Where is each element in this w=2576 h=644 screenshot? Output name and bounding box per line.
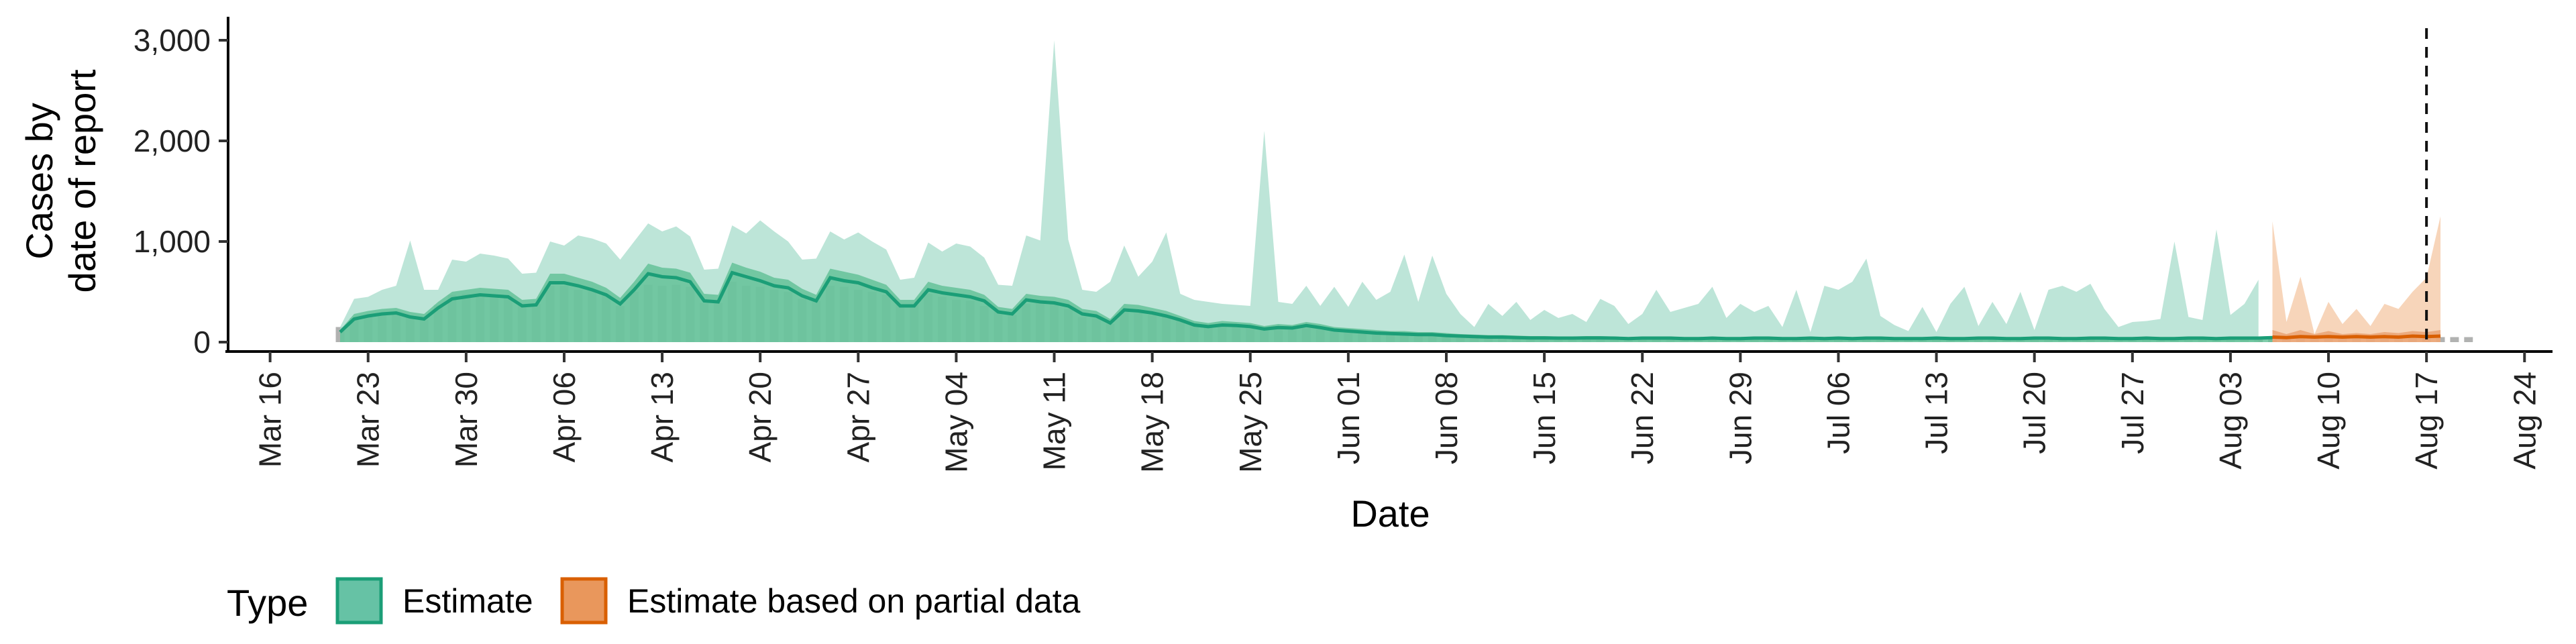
- x-tick-label: Jul 06: [1821, 372, 1856, 454]
- x-tick-label: Apr 06: [547, 372, 582, 463]
- y-tick-label: 2,000: [133, 123, 211, 158]
- x-tick-label: May 18: [1135, 372, 1170, 473]
- x-tick-label: Jun 01: [1331, 372, 1366, 464]
- x-axis-title: Date: [1350, 492, 1430, 535]
- axes: 0 1,000 2,000 3,000 Mar 16 Mar 23 Mar 30 Apr 06…: [133, 17, 2553, 473]
- bar: [2450, 337, 2459, 342]
- x-tick-label: Mar 16: [253, 372, 288, 468]
- bar: [2464, 337, 2473, 342]
- x-tick-label: Apr 27: [841, 372, 875, 463]
- partial-band-90: [2272, 216, 2440, 342]
- estimate-lines: [339, 270, 2441, 341]
- x-tick-label: Jul 20: [2017, 372, 2052, 454]
- legend-label-partial: Estimate based on partial data: [627, 582, 1081, 620]
- estimate-bands: [340, 40, 2440, 342]
- x-tick-label: May 11: [1037, 372, 1072, 470]
- legend-label-estimate: Estimate: [402, 582, 533, 620]
- y-tick-label: 3,000: [133, 23, 211, 58]
- estimate-median-line: [339, 270, 2273, 341]
- bar: [2436, 337, 2445, 342]
- legend-title: Type: [227, 582, 308, 624]
- x-tick-label: Jun 08: [1429, 372, 1464, 464]
- x-tick-label: May 25: [1233, 372, 1268, 473]
- x-tick-label: Aug 24: [2507, 372, 2542, 470]
- legend-swatch-partial: [560, 577, 608, 625]
- x-tick-label: Aug 03: [2213, 372, 2248, 470]
- x-tick-label: Jun 29: [1723, 372, 1758, 464]
- y-axis-title-line-1: Cases by: [18, 103, 60, 259]
- x-tick-label: Mar 23: [351, 372, 386, 468]
- x-tick-label: Aug 17: [2409, 372, 2444, 470]
- legend: Type Estimate Estimate based on partial …: [227, 577, 1081, 625]
- y-tick-label: 1,000: [133, 224, 211, 259]
- x-tick-label: Apr 20: [743, 372, 777, 463]
- x-tick-label: May 04: [938, 372, 973, 473]
- x-tick-label: Jun 15: [1527, 372, 1562, 464]
- partial-median-line: [2272, 334, 2441, 339]
- estimate-band-50: [340, 262, 2273, 342]
- x-tick-label: Jun 22: [1625, 372, 1660, 464]
- x-tick-label: Jul 27: [2115, 372, 2150, 454]
- x-tick-label: Mar 30: [449, 372, 484, 468]
- estimate-band-90: [340, 40, 2259, 342]
- legend-swatch-estimate: [335, 577, 383, 625]
- x-tick-label: Apr 13: [645, 372, 680, 463]
- y-tick-label: 0: [193, 325, 211, 360]
- x-tick-label: Jul 13: [1919, 372, 1954, 454]
- y-axis-title-line-2: date of report: [61, 69, 103, 293]
- x-tick-label: Aug 10: [2311, 372, 2346, 470]
